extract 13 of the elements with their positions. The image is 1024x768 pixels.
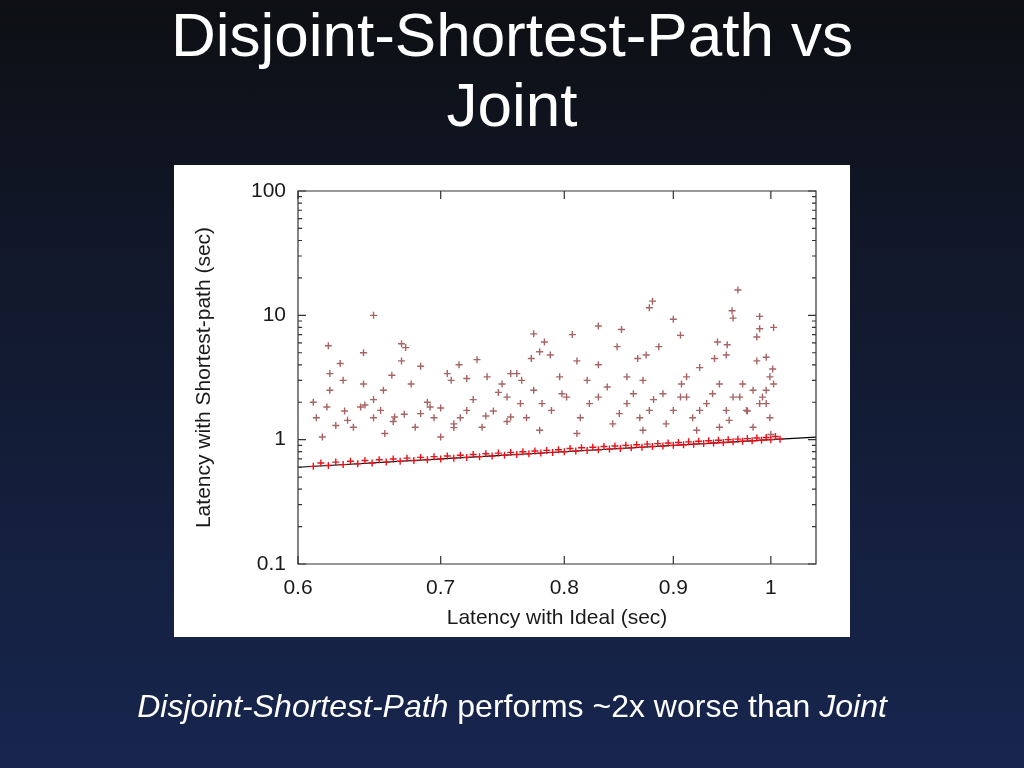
chart-title: Disjoint-Shortest-Path vs Joint: [169, 0, 855, 140]
x-tick-label: 0.7: [426, 575, 456, 599]
y-tick-label: 1: [274, 426, 286, 450]
text: Disjoint-Shortest-Path performs ~2x worse than Joint: [137, 688, 887, 724]
x-tick-label: 0.8: [549, 575, 579, 599]
x-tick-label: 0.9: [658, 575, 688, 599]
y-tick-label: 10: [262, 302, 286, 326]
x-axis-title: Latency with Ideal (sec): [446, 605, 668, 629]
y-axis-title: Latency with Shortest-path (sec): [191, 226, 215, 529]
y-tick-label: 100: [250, 177, 286, 201]
x-tick-label: 1: [764, 575, 777, 599]
x-tick-label: 0.6: [283, 575, 313, 599]
y-tick-label: 0.1: [256, 550, 286, 574]
